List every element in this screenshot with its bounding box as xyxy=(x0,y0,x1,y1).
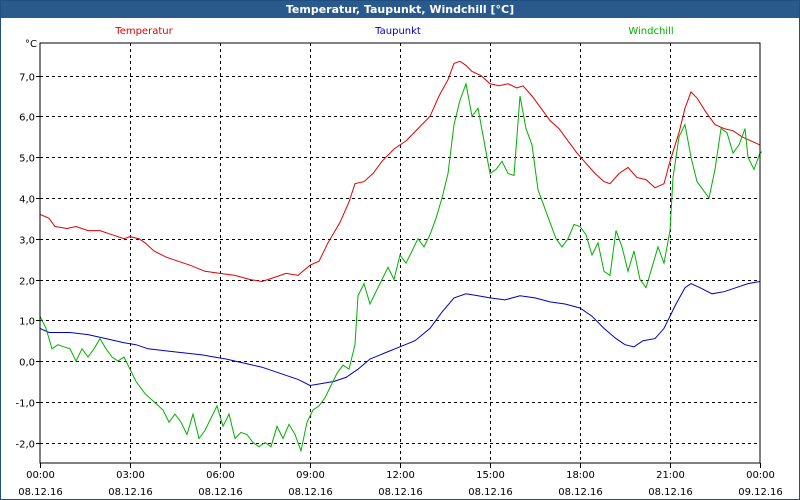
axes: 7,0 6,0 5,0 4,0 3,0 2,0 1,0 0,0 -1,0 -2,0 00:00 08.… xyxy=(15,42,783,498)
x-tick-time-label: 15:00 xyxy=(476,470,505,481)
series-line-taupunkt xyxy=(40,281,761,387)
x-tick-time-label: 18:00 xyxy=(566,470,595,481)
x-tick-time-label: 09:00 xyxy=(296,470,325,481)
y-axis-unit-label: °C xyxy=(25,39,37,50)
grid xyxy=(40,43,760,463)
y-tick-label: -2,0 xyxy=(15,440,35,451)
y-tick-label: 2,0 xyxy=(19,277,35,288)
x-tick-date-label: 08.12.16 xyxy=(378,487,423,498)
x-tick-time-label: 03:00 xyxy=(116,470,145,481)
y-tick-label: 6,0 xyxy=(19,113,35,124)
y-tick-label: 0,0 xyxy=(19,358,35,369)
legend-label-windchill: Windchill xyxy=(628,26,673,37)
x-tick-date-label: 08.12.16 xyxy=(288,487,333,498)
x-tick-time-label: 12:00 xyxy=(386,470,415,481)
y-tick-label: 1,0 xyxy=(19,317,35,328)
legend: Temperatur Taupunkt Windchill xyxy=(114,26,673,37)
y-tick-label: 7,0 xyxy=(19,73,35,84)
x-tick-date-label: 09.12.16 xyxy=(738,487,783,498)
x-tick-date-label: 08.12.16 xyxy=(468,487,513,498)
series-lines xyxy=(40,60,762,453)
x-tick-date-label: 08.12.16 xyxy=(108,487,153,498)
y-tick-label: 3,0 xyxy=(19,236,35,247)
x-tick-date-label: 08.12.16 xyxy=(558,487,603,498)
series-line-temperatur xyxy=(40,60,761,283)
x-tick-time-label: 06:00 xyxy=(206,470,235,481)
line-chart: 7,0 6,0 5,0 4,0 3,0 2,0 1,0 0,0 -1,0 -2,0 00:00 08.… xyxy=(15,26,783,498)
legend-label-taupunkt: Taupunkt xyxy=(374,26,421,37)
series-line-windchill xyxy=(40,81,762,453)
x-tick-time-label: 21:00 xyxy=(656,470,685,481)
y-tick-label: 4,0 xyxy=(19,195,35,206)
y-tick-label: -1,0 xyxy=(15,399,35,410)
x-tick-time-label: 00:00 xyxy=(26,470,55,481)
y-tick-label: 5,0 xyxy=(19,154,35,165)
x-tick-date-label: 08.12.16 xyxy=(198,487,243,498)
legend-label-temperatur: Temperatur xyxy=(114,26,173,37)
x-tick-date-label: 08.12.16 xyxy=(648,487,693,498)
x-tick-date-label: 08.12.16 xyxy=(18,487,63,498)
window-title: Temperatur, Taupunkt, Windchill [°C] xyxy=(1,1,799,18)
x-tick-time-label: 00:00 xyxy=(746,470,775,481)
